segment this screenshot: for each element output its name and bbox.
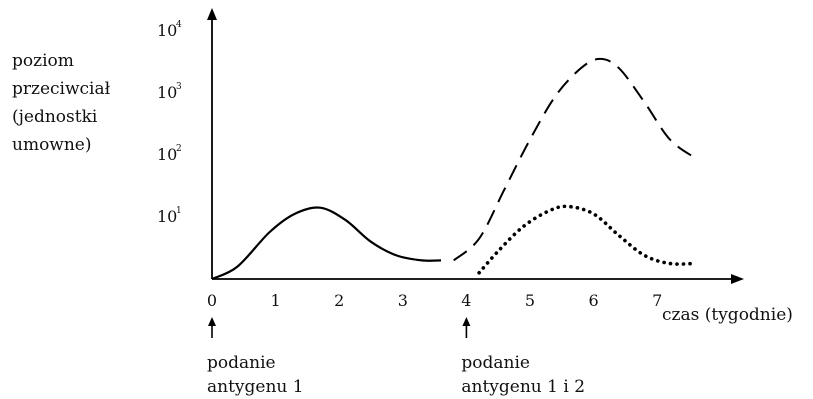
y-tick-base: 10 bbox=[157, 145, 177, 164]
annotation-line: antygenu 1 i 2 bbox=[461, 377, 585, 397]
y-axis-label: poziom przeciwciał (jednostki umowne) bbox=[12, 51, 111, 155]
x-tick-label: 3 bbox=[398, 291, 408, 310]
y-tick-label: 101 bbox=[157, 206, 182, 226]
x-tick-label: 5 bbox=[525, 291, 535, 310]
annotation-line: podanie bbox=[207, 353, 276, 373]
up-arrow-icon bbox=[462, 317, 471, 326]
annotation: podanie antygenu 1 bbox=[207, 317, 304, 397]
y-tick-exponent: 2 bbox=[176, 144, 182, 154]
x-tick-label: 4 bbox=[461, 291, 471, 310]
y-label-line: umowne) bbox=[12, 135, 92, 155]
annotations: podanie antygenu 1 podanie antygenu 1 i 2 bbox=[207, 317, 585, 397]
annotation-line: podanie bbox=[461, 353, 530, 373]
y-tick-base: 10 bbox=[157, 83, 177, 102]
x-axis-arrowhead bbox=[731, 274, 744, 284]
x-tick-label: 1 bbox=[271, 291, 281, 310]
x-tick-label: 0 bbox=[207, 291, 217, 310]
y-tick-exponent: 3 bbox=[176, 82, 182, 92]
y-tick-label: 102 bbox=[157, 144, 182, 164]
y-tick-exponent: 1 bbox=[176, 206, 182, 216]
dotted-curve bbox=[477, 204, 698, 275]
annotation-line: antygenu 1 bbox=[207, 377, 304, 397]
y-label-line: przeciwciał bbox=[12, 79, 111, 99]
curves bbox=[211, 57, 698, 281]
up-arrow-icon bbox=[208, 317, 216, 326]
y-tick-base: 10 bbox=[157, 207, 177, 226]
dashed-curve bbox=[453, 57, 696, 262]
x-tick-label: 6 bbox=[589, 291, 599, 310]
y-axis-arrowhead bbox=[207, 8, 217, 20]
y-label-line: (jednostki bbox=[12, 107, 98, 127]
y-tick-base: 10 bbox=[157, 21, 177, 40]
y-tick-label: 104 bbox=[157, 20, 182, 40]
y-label-line: poziom bbox=[12, 51, 74, 71]
y-tick-label: 103 bbox=[157, 82, 182, 102]
y-tick-exponent: 4 bbox=[176, 20, 182, 30]
x-tick-label: 7 bbox=[652, 291, 662, 310]
x-tick-label: 2 bbox=[334, 291, 344, 310]
annotation: podanie antygenu 1 i 2 bbox=[461, 317, 585, 397]
solid-curve bbox=[211, 206, 442, 281]
x-tick-labels: 0 1 2 3 4 5 6 7 bbox=[207, 291, 662, 310]
x-axis-label: czas (tygodnie) bbox=[662, 305, 793, 325]
